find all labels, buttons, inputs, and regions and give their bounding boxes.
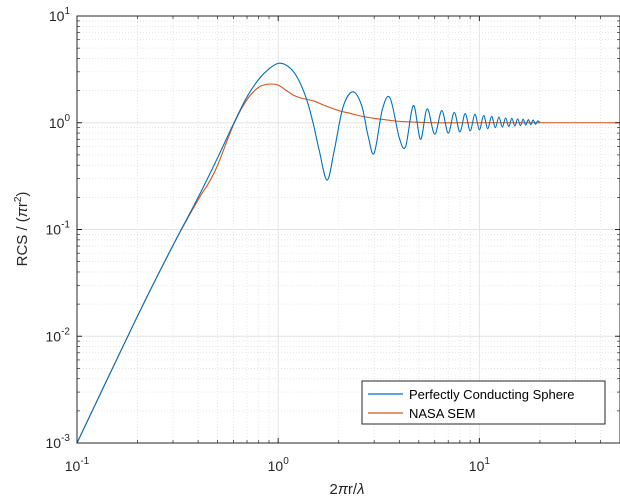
x-axis-label: 2πr/λ	[330, 481, 365, 498]
x-tick-label: 100	[268, 456, 290, 474]
legend-label-pcs: Perfectly Conducting Sphere	[409, 387, 574, 402]
series-layer	[76, 62, 620, 444]
y-tick-label: 10-2	[46, 326, 71, 344]
y-tick-label: 101	[49, 6, 71, 24]
y-tick-labels: 10-3 10-2 10-1 100 101	[46, 6, 71, 451]
x-tick-label: 101	[469, 456, 491, 474]
x-tick-labels: 10-1 100 101	[65, 456, 491, 474]
legend-box	[361, 380, 606, 425]
legend: Perfectly Conducting Sphere NASA SEM	[361, 380, 606, 425]
y-axis-label: RCS / (πr2)	[13, 192, 31, 267]
x-tick-label: 10-1	[65, 456, 90, 474]
legend-label-nasa: NASA SEM	[409, 406, 475, 421]
series-line-nasa	[76, 83, 620, 444]
series-line-pcs	[76, 62, 541, 444]
y-tick-label: 10-3	[46, 433, 71, 451]
y-tick-label: 10-1	[46, 220, 71, 238]
y-tick-label: 100	[49, 113, 71, 131]
